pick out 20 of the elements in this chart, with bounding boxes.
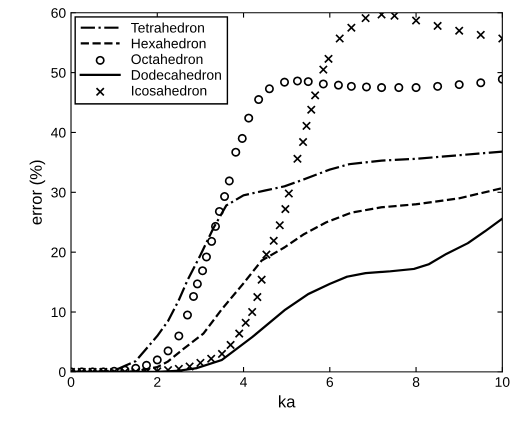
x-tick-label: 10 — [496, 377, 510, 387]
x-tick-label: 4 — [240, 377, 247, 387]
y-tick-label: 20 — [51, 248, 66, 258]
y-tick-label: 50 — [51, 68, 66, 78]
x-tick-label: 8 — [412, 377, 420, 387]
x-tick-label: 0 — [68, 377, 74, 387]
legend-label: Hexahedron — [132, 38, 206, 48]
y-tick-label: 40 — [51, 128, 66, 138]
y-tick-label: 60 — [51, 8, 66, 18]
legend-label: Dodecahedron — [132, 70, 221, 80]
y-tick-label: 0 — [58, 367, 66, 378]
x-tick-label: 2 — [154, 377, 160, 387]
y-tick-label: 10 — [52, 307, 66, 318]
x-axis-title: ka — [278, 395, 296, 408]
legend-label: Octahedron — [131, 54, 202, 64]
y-axis-title: error (%) — [30, 160, 46, 224]
legend-label: Icosahedron — [132, 85, 206, 96]
y-tick-label: 30 — [51, 188, 66, 198]
legend-label: Tetrahedron — [131, 22, 204, 33]
x-tick-label: 6 — [326, 377, 334, 387]
